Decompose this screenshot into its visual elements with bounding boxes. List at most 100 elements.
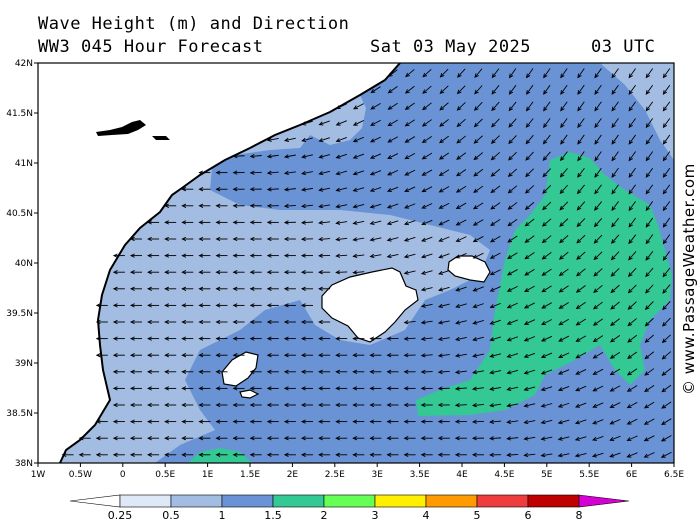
direction-arrow [335, 452, 348, 457]
direction-arrow [129, 286, 142, 291]
direction-arrow [540, 403, 553, 408]
direction-arrow [609, 402, 621, 408]
direction-arrow [283, 303, 296, 308]
direction-arrow [420, 270, 433, 275]
direction-arrow [318, 286, 331, 291]
direction-arrow [454, 353, 467, 358]
direction-arrow [112, 319, 125, 325]
direction-arrow [506, 353, 519, 358]
direction-arrow [611, 151, 619, 162]
direction-arrow [352, 419, 365, 424]
direction-arrow [439, 68, 449, 78]
direction-arrow [404, 102, 415, 111]
direction-arrow [352, 386, 365, 391]
direction-arrow [456, 85, 466, 95]
direction-arrow [576, 218, 586, 228]
direction-arrow [266, 220, 279, 225]
direction-arrow [129, 436, 142, 441]
direction-arrow [662, 267, 671, 278]
direction-arrow [198, 419, 211, 424]
direction-arrow [525, 151, 534, 161]
direction-arrow [489, 235, 501, 243]
direction-arrow [575, 369, 587, 375]
direction-arrow [577, 84, 585, 95]
direction-arrow [232, 303, 245, 308]
direction-arrow [472, 353, 484, 358]
direction-arrow [300, 436, 313, 441]
direction-arrow [489, 252, 501, 259]
direction-arrow [335, 187, 348, 192]
direction-arrow [129, 336, 142, 341]
direction-arrow [506, 369, 519, 375]
direction-arrow [369, 436, 382, 441]
sea-wave-1.5-2m-south [188, 448, 252, 463]
direction-arrow [318, 386, 331, 391]
direction-arrow [232, 286, 245, 291]
direction-arrow [471, 403, 485, 408]
direction-arrow [437, 320, 450, 325]
direction-arrow [95, 452, 108, 457]
direction-arrow [628, 84, 636, 95]
direction-arrow [574, 453, 587, 458]
direction-arrow [575, 301, 586, 310]
direction-arrow [628, 217, 637, 228]
direction-arrow [369, 402, 382, 408]
direction-arrow [283, 220, 296, 225]
direction-arrow [609, 335, 621, 343]
lon-tick-label: 5E [541, 470, 553, 480]
direction-arrow [437, 402, 450, 408]
direction-arrow [454, 386, 467, 391]
direction-arrow [575, 335, 587, 342]
direction-arrow [506, 285, 518, 292]
direction-arrow [318, 187, 331, 192]
lon-tick-label: 6E [626, 470, 638, 480]
direction-arrow [542, 151, 551, 161]
direction-arrow [232, 386, 245, 391]
direction-arrow [628, 134, 636, 145]
direction-arrow [454, 369, 467, 375]
legend-label: 2 [321, 509, 328, 522]
direction-arrow [420, 253, 433, 259]
direction-arrow [95, 303, 108, 308]
island-mallorca [321, 267, 419, 343]
direction-arrow [576, 184, 585, 195]
direction-arrow [249, 220, 262, 225]
direction-arrow [300, 270, 313, 275]
direction-arrow [438, 186, 450, 193]
direction-arrow [591, 452, 604, 458]
legend-swatch [476, 494, 529, 508]
direction-arrow [266, 336, 279, 341]
direction-arrow [318, 270, 331, 275]
direction-arrow [644, 351, 655, 360]
direction-arrow [283, 452, 296, 457]
direction-arrow [387, 153, 399, 159]
direction-arrow [472, 336, 484, 342]
direction-arrow [490, 151, 500, 161]
direction-arrow [112, 253, 125, 258]
direction-arrow [507, 218, 518, 227]
direction-arrow [574, 436, 587, 441]
direction-arrow [611, 217, 620, 228]
direction-arrow [662, 167, 671, 178]
direction-arrow [456, 102, 466, 111]
direction-arrow [420, 303, 433, 308]
direction-arrow [370, 103, 381, 110]
direction-arrow [454, 452, 467, 457]
direction-arrow [643, 401, 655, 409]
direction-arrow [491, 68, 500, 79]
direction-arrow [645, 68, 654, 79]
direction-arrow [610, 284, 620, 294]
direction-arrow [626, 452, 638, 458]
direction-arrow [318, 402, 331, 408]
legend-cap-low [69, 494, 121, 508]
direction-arrow [232, 153, 245, 159]
direction-arrow [627, 301, 637, 310]
direction-arrow [455, 202, 467, 210]
direction-arrow [164, 419, 177, 424]
direction-arrow [164, 253, 177, 258]
direction-arrow [592, 385, 604, 392]
direction-arrow [112, 386, 125, 391]
direction-arrow [645, 167, 654, 178]
direction-arrow [660, 435, 672, 442]
direction-arrow [645, 234, 654, 245]
